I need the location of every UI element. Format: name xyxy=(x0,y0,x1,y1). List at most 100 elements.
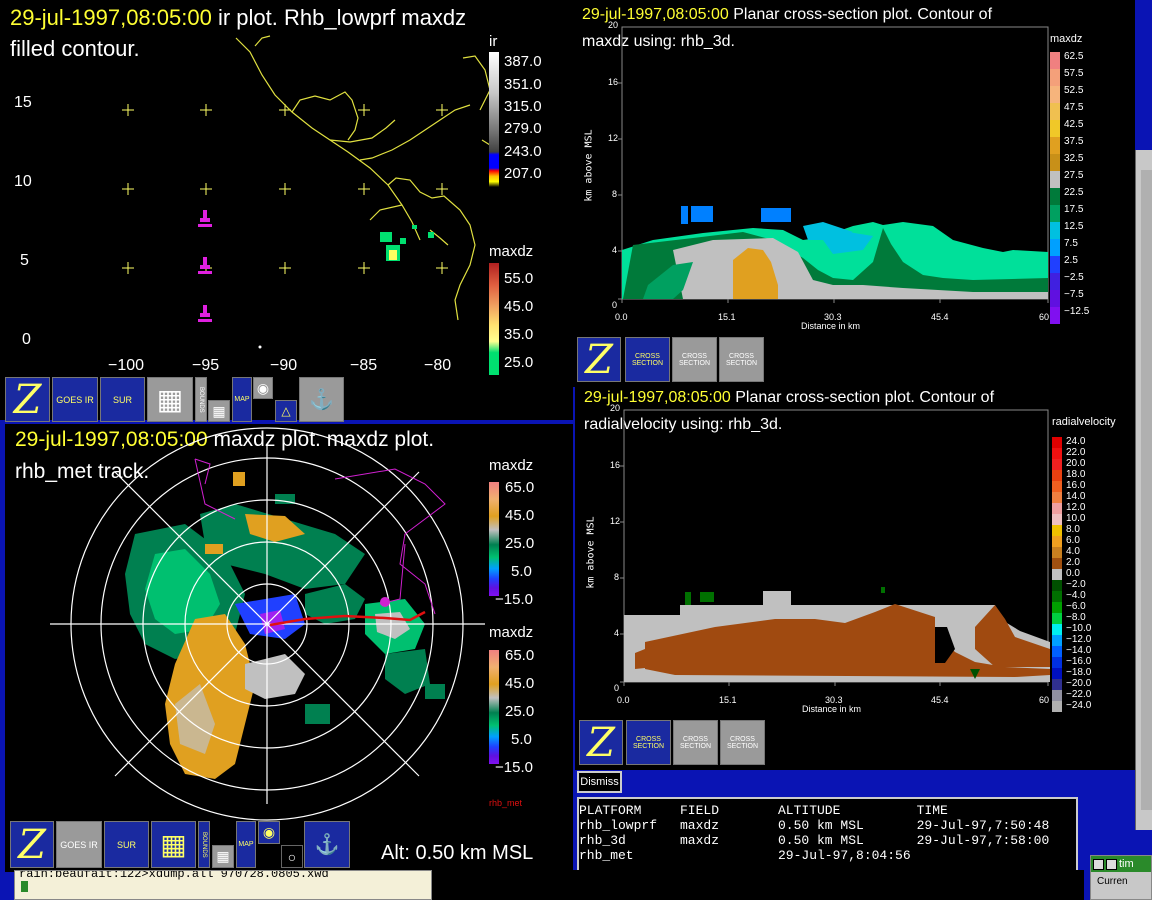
colorbar-swatch xyxy=(1050,120,1060,137)
circle-icon: ○ xyxy=(287,848,297,865)
radar-rings-button[interactable]: ◉ xyxy=(258,821,280,844)
cross1-section-button-1[interactable]: CROSS SECTION xyxy=(625,337,670,382)
radar-grid-button[interactable]: ▦ xyxy=(151,821,196,868)
cross-section-radialvelocity-panel: 29-jul-1997,08:05:00 Planar cross-sectio… xyxy=(575,387,1135,770)
grid-button[interactable]: ▦ xyxy=(147,377,193,422)
colorbar-value: 16.0 xyxy=(1066,480,1086,491)
rings-button[interactable]: ◉ xyxy=(253,377,273,399)
radar-goes-ir-button[interactable]: GOES IR xyxy=(56,821,102,868)
colorbar-value: 57.5 xyxy=(1064,68,1084,79)
radar-colorbar1-value: −15.0 xyxy=(495,591,533,608)
right-window[interactable]: tim Curren xyxy=(1090,855,1152,900)
window-menu-icon[interactable] xyxy=(1106,858,1117,870)
radar-title-line2: rhb_met track. xyxy=(15,460,150,483)
colorbar-swatch xyxy=(1052,668,1062,679)
ir-xtick: −95 xyxy=(192,357,220,374)
cross1-z-button[interactable]: Z xyxy=(577,337,621,382)
cell xyxy=(917,848,1056,863)
goes-ir-button[interactable]: GOES IR xyxy=(52,377,98,422)
cross2-section-button-1[interactable]: CROSS SECTION xyxy=(626,720,671,765)
cross2-section-label: CROSS SECTION xyxy=(632,735,665,750)
track-legend: rhb_met xyxy=(489,798,523,808)
platform-button[interactable]: △ xyxy=(275,400,297,422)
ir-ytick: 10 xyxy=(14,173,32,190)
cross2-ytick: 0 xyxy=(614,683,620,693)
table-row: rhb_lowprf maxdz 0.50 km MSL 29-Jul-97,7… xyxy=(579,818,1055,833)
ir-colorbar xyxy=(489,52,499,187)
cell xyxy=(680,848,778,863)
colorbar-swatch xyxy=(1050,290,1060,307)
terminal-window[interactable]: rain:beaufait:122>xdump.all 970728.0805.… xyxy=(14,870,432,900)
colorbar-value: 52.5 xyxy=(1064,85,1084,96)
radar-table-icon: ▦ xyxy=(216,848,230,864)
colorbar-value: −18.0 xyxy=(1066,667,1092,678)
table-header-row: PLATFORM FIELD ALTITUDE TIME xyxy=(579,803,1055,818)
radar-bounds-button[interactable]: BOUNDS xyxy=(198,821,210,868)
right-window-title: tim xyxy=(1119,858,1134,870)
cross1-z-label: Z xyxy=(585,336,613,383)
bounds-button[interactable]: BOUNDS xyxy=(195,377,207,422)
ir-title: ir plot. Rhb_lowprf maxdz xyxy=(217,5,467,30)
window-close-icon[interactable] xyxy=(1093,858,1104,870)
cell: 0.50 km MSL xyxy=(778,833,864,848)
radar-ship-button[interactable]: ⚓ xyxy=(304,821,350,868)
radar-circle-button[interactable]: ○ xyxy=(281,845,303,868)
background-window-scrollbar[interactable] xyxy=(1141,170,1152,810)
ir-colorbar-label: ir xyxy=(489,33,498,50)
cross2-section-label: CROSS SECTION xyxy=(679,735,712,750)
colorbar-swatch xyxy=(1050,69,1060,86)
cross1-title: Planar cross-section plot. Contour of xyxy=(733,6,993,23)
z-button[interactable]: Z xyxy=(5,377,50,422)
cross2-section-button-2[interactable]: CROSS SECTION xyxy=(673,720,718,765)
radar-colorbar1-value: 65.0 xyxy=(505,479,535,496)
cross2-z-button[interactable]: Z xyxy=(579,720,623,765)
cross1-section-button-2[interactable]: CROSS SECTION xyxy=(672,337,717,382)
radar-sur-button[interactable]: SUR xyxy=(104,821,149,868)
cross2-section-button-3[interactable]: CROSS SECTION xyxy=(720,720,765,765)
colorbar-value: 2.5 xyxy=(1064,255,1078,266)
colorbar-swatch xyxy=(1052,525,1062,536)
colorbar-swatch xyxy=(1052,470,1062,481)
radar-colorbar2-value: 65.0 xyxy=(505,647,535,664)
radar-ship-icon: ⚓ xyxy=(314,834,340,856)
radar-table-button[interactable]: ▦ xyxy=(212,845,234,868)
ir-colorbar-value: 315.0 xyxy=(504,98,542,115)
colorbar-swatch xyxy=(1052,646,1062,657)
cross1-section-button-3[interactable]: CROSS SECTION xyxy=(719,337,764,382)
cross2-xtick: 45.4 xyxy=(931,695,949,705)
colorbar-swatch xyxy=(1050,188,1060,205)
radar-bounds-label: BOUNDS xyxy=(201,831,207,858)
cell: 29-Jul-97,7:58:00 xyxy=(916,833,1050,848)
radar-z-label: Z xyxy=(18,821,46,868)
platform-icon: △ xyxy=(281,404,291,418)
radar-colorbar2-value: 45.0 xyxy=(505,675,535,692)
colorbar-value: 6.0 xyxy=(1066,535,1080,546)
dismiss-button[interactable]: Dismiss xyxy=(577,771,622,793)
colorbar-swatch xyxy=(1050,103,1060,120)
radar-ppi xyxy=(50,427,485,821)
colorbar-value: 10.0 xyxy=(1066,513,1086,524)
ir-ytick: 15 xyxy=(14,94,32,111)
rings-icon: ◉ xyxy=(256,379,270,396)
ir-ytick: 0 xyxy=(22,331,31,348)
table-button[interactable]: ▦ xyxy=(208,400,230,422)
colorbar-swatch xyxy=(1052,448,1062,459)
colorbar-swatch xyxy=(1052,690,1062,701)
cross2-xtick: 15.1 xyxy=(719,695,737,705)
map-button[interactable]: MAP xyxy=(232,377,252,422)
radar-z-button[interactable]: Z xyxy=(10,821,54,868)
colorbar-value: −16.0 xyxy=(1066,656,1092,667)
colorbar-value: 8.0 xyxy=(1066,524,1080,535)
colorbar-value: 24.0 xyxy=(1066,436,1086,447)
colorbar-value: −6.0 xyxy=(1066,601,1086,612)
cross1-ytick: 12 xyxy=(608,133,619,143)
colorbar-swatch xyxy=(1052,580,1062,591)
colorbar-swatch xyxy=(1052,613,1062,624)
radar-colorbar1-value: 25.0 xyxy=(505,535,535,552)
colorbar-swatch xyxy=(1050,52,1060,69)
cross1-xtick: 0.0 xyxy=(615,312,628,322)
radar-map-button[interactable]: MAP xyxy=(236,821,256,868)
dismiss-label: Dismiss xyxy=(580,776,619,788)
ship-button[interactable]: ⚓ xyxy=(299,377,344,422)
sur-button[interactable]: SUR xyxy=(100,377,145,422)
